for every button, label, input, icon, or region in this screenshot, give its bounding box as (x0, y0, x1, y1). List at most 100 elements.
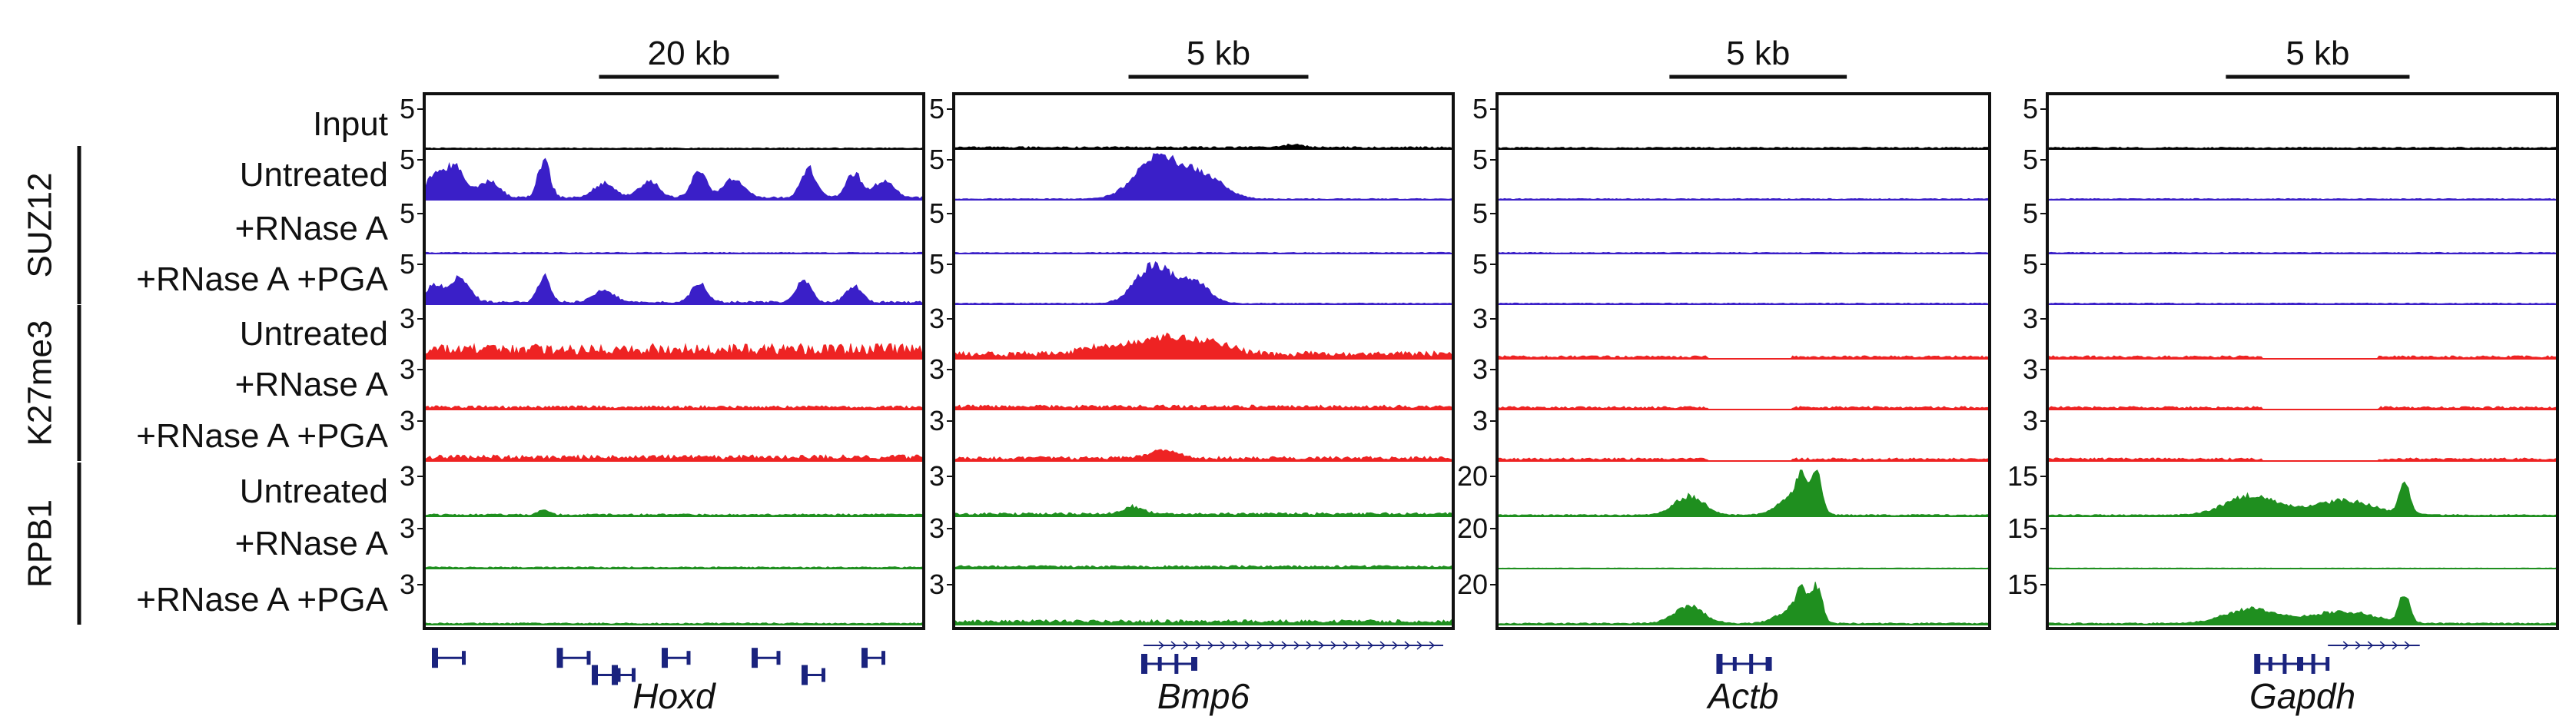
strand-arrow (1220, 641, 1227, 650)
signal-track (953, 153, 1454, 201)
y-max-label: 5 (400, 144, 415, 175)
group-label: K27me3 (22, 320, 59, 446)
strand-arrow (1379, 641, 1386, 650)
strand-arrow (1306, 641, 1313, 650)
locus-panel-hoxd: 20 kb 5 5 5 5 3 3 3 3 3 3 Hoxd (400, 35, 925, 716)
signal-track (423, 273, 925, 305)
signal-track (953, 449, 1454, 462)
y-max-label: 3 (929, 460, 944, 492)
gene-exon (1765, 657, 1772, 671)
y-max-label: 20 (1457, 460, 1488, 492)
signal-track (423, 509, 925, 517)
gene-name: Gapdh (2249, 676, 2355, 716)
gene-name: Actb (1705, 676, 1778, 716)
y-max-label: 3 (929, 303, 944, 334)
gene-exon (2311, 654, 2315, 674)
strand-arrow (1158, 641, 1165, 650)
gene-exon (881, 651, 885, 665)
strand-arrow (2392, 641, 2398, 650)
y-max-label: 3 (1472, 405, 1488, 436)
gene-name: Hoxd (632, 676, 716, 716)
y-max-label: 5 (929, 197, 944, 229)
y-max-label: 5 (1472, 248, 1488, 280)
gene-exon (632, 668, 636, 682)
locus-panel-actb: 5 kb 5 5 5 5 3 3 3 20 20 20 Actb (1457, 35, 1991, 716)
y-max-label: 3 (1472, 353, 1488, 385)
signal-track (953, 260, 1454, 305)
track-label: Untreated (240, 156, 388, 194)
track-label: +RNase A +PGA (136, 260, 388, 298)
y-max-label: 20 (1457, 569, 1488, 600)
strand-arrow (1343, 641, 1349, 650)
strand-arrow (1404, 641, 1411, 650)
strand-arrow (1207, 641, 1214, 650)
gene-exon (686, 651, 691, 665)
track-panel-frame (423, 92, 925, 630)
signal-track (1496, 582, 1990, 625)
strand-arrow (1355, 641, 1362, 650)
y-max-label: 5 (1472, 144, 1488, 175)
gene-exon (1191, 657, 1197, 671)
strand-arrow (1269, 641, 1276, 650)
signal-track (423, 405, 925, 410)
track-label: Untreated (240, 473, 388, 510)
y-max-label: 15 (2007, 460, 2038, 492)
strand-arrow (1281, 641, 1288, 650)
y-max-label: 5 (2023, 93, 2038, 124)
strand-arrow (2342, 641, 2349, 650)
strand-arrow (1416, 641, 1423, 650)
track-label: +RNase A (235, 366, 389, 403)
gene-exon (462, 651, 466, 665)
y-max-label: 5 (400, 93, 415, 124)
gene-exon (2282, 654, 2287, 674)
scale-bar-label: 20 kb (648, 35, 731, 72)
group-label: RPB1 (22, 499, 59, 588)
gene-exon (432, 648, 438, 668)
track-panel-frame (2046, 92, 2559, 630)
track-label: +RNase A (235, 210, 389, 247)
signal-track (2047, 481, 2558, 517)
y-max-label: 3 (2023, 303, 2038, 334)
gene-exon (1732, 657, 1737, 671)
strand-arrow (1232, 641, 1239, 650)
gene-name: Bmp6 (1157, 676, 1250, 716)
scale-bar-label: 5 kb (2286, 35, 2349, 72)
y-max-label: 15 (2007, 569, 2038, 600)
y-max-label: 5 (2023, 197, 2038, 229)
gene-exon (752, 648, 758, 668)
gene-exon (2297, 657, 2304, 671)
gene-exon (1749, 654, 1754, 674)
track-label: +RNase A +PGA (136, 417, 388, 455)
gene-exon (776, 651, 781, 665)
signal-track (953, 332, 1454, 360)
y-max-label: 3 (400, 405, 415, 436)
strand-arrow (1293, 641, 1300, 650)
signal-track (953, 404, 1454, 410)
scale-bar-label: 5 kb (1726, 35, 1790, 72)
y-max-label: 5 (929, 93, 944, 124)
gene-exon (1174, 654, 1179, 674)
gene-exon (586, 651, 591, 665)
signal-track (423, 454, 925, 462)
track-panel-frame (1495, 92, 1991, 630)
strand-arrow (1318, 641, 1325, 650)
y-max-label: 5 (929, 144, 944, 175)
strand-arrow (2367, 641, 2374, 650)
signal-track (1496, 469, 1990, 517)
track-label: Untreated (240, 315, 388, 353)
y-max-label: 15 (2007, 512, 2038, 544)
track-panel-frame (952, 92, 1455, 630)
strand-arrow (2355, 641, 2362, 650)
signal-track (423, 343, 925, 360)
gene-exon (592, 665, 598, 685)
gene-exon (1716, 654, 1723, 674)
y-max-label: 5 (400, 197, 415, 229)
strand-arrow (1195, 641, 1202, 650)
locus-panel-gapdh: 5 kb 5 5 5 5 3 3 3 15 15 15 Gapdh (2007, 35, 2559, 716)
strand-arrow (1170, 641, 1177, 650)
strand-arrow (1392, 641, 1399, 650)
strand-arrow (1183, 641, 1190, 650)
signal-track (2047, 596, 2558, 625)
y-max-label: 5 (929, 248, 944, 280)
